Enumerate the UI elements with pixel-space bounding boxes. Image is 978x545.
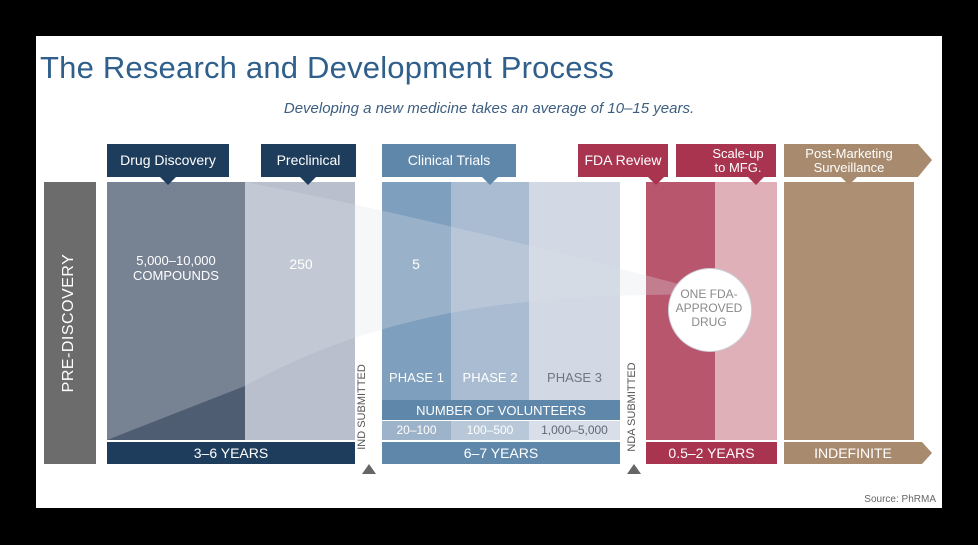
page-subtitle: Developing a new medicine takes an avera… — [283, 100, 695, 117]
preclinical-column — [245, 182, 355, 440]
volunteers-phase-2: 100–500 — [451, 421, 529, 440]
stage-clinical-trials: Clinical Trials — [407, 152, 491, 168]
page-title: The Research and Development Process — [40, 50, 615, 85]
phase-2-column — [451, 182, 529, 400]
phase-3-label: PHASE 3 — [547, 370, 602, 385]
stage-header-shapes — [107, 144, 932, 185]
discovery-compounds: 5,000–10,000 COMPOUNDS — [133, 253, 219, 283]
clinical-compounds: 5 — [412, 256, 420, 272]
ind-submitted-label: IND SUBMITTED — [356, 364, 368, 450]
phase-3-column — [529, 182, 620, 400]
phase-1-label: PHASE 1 — [389, 370, 444, 385]
volunteers-phase-1: 20–100 — [382, 421, 451, 440]
pre-discovery-column — [44, 182, 96, 464]
ind-marker-icon — [362, 464, 376, 474]
nda-marker-icon — [627, 464, 641, 474]
nda-submitted-label: NDA SUBMITTED — [626, 362, 638, 452]
duration-post: INDEFINITE — [814, 444, 892, 461]
volunteers-phase-3: 1,000–5,000 — [529, 421, 620, 440]
approved-drug-text: ONE FDA-APPROVED DRUG — [675, 287, 743, 329]
stage-post-marketing: Post-Marketing Surveillance — [805, 145, 893, 175]
drug-discovery-column — [107, 182, 245, 440]
duration-clinical: 6–7 YEARS — [382, 442, 620, 464]
approved-drug-circle — [668, 268, 752, 352]
slide: The Research and Development Process Dev… — [36, 36, 942, 508]
duration-discovery-preclinical: 3–6 YEARS — [107, 442, 355, 464]
stage-preclinical: Preclinical — [276, 152, 341, 168]
preclinical-compounds: 250 — [289, 256, 313, 272]
stage-scale-up: Scale-up to MFG. — [712, 145, 764, 175]
compound-funnel — [107, 182, 716, 440]
post-marketing-column — [784, 182, 914, 440]
stage-drug-discovery: Drug Discovery — [120, 152, 216, 168]
phase-2-label: PHASE 2 — [462, 370, 518, 385]
source-note: Source: PhRMA — [864, 494, 936, 505]
volunteers-header: NUMBER OF VOLUNTEERS — [382, 400, 620, 420]
phase-1-column — [382, 182, 451, 400]
duration-fda: 0.5–2 YEARS — [646, 442, 777, 464]
stage-fda-review: FDA Review — [584, 152, 662, 168]
duration-post-arrow-shape — [784, 442, 932, 464]
